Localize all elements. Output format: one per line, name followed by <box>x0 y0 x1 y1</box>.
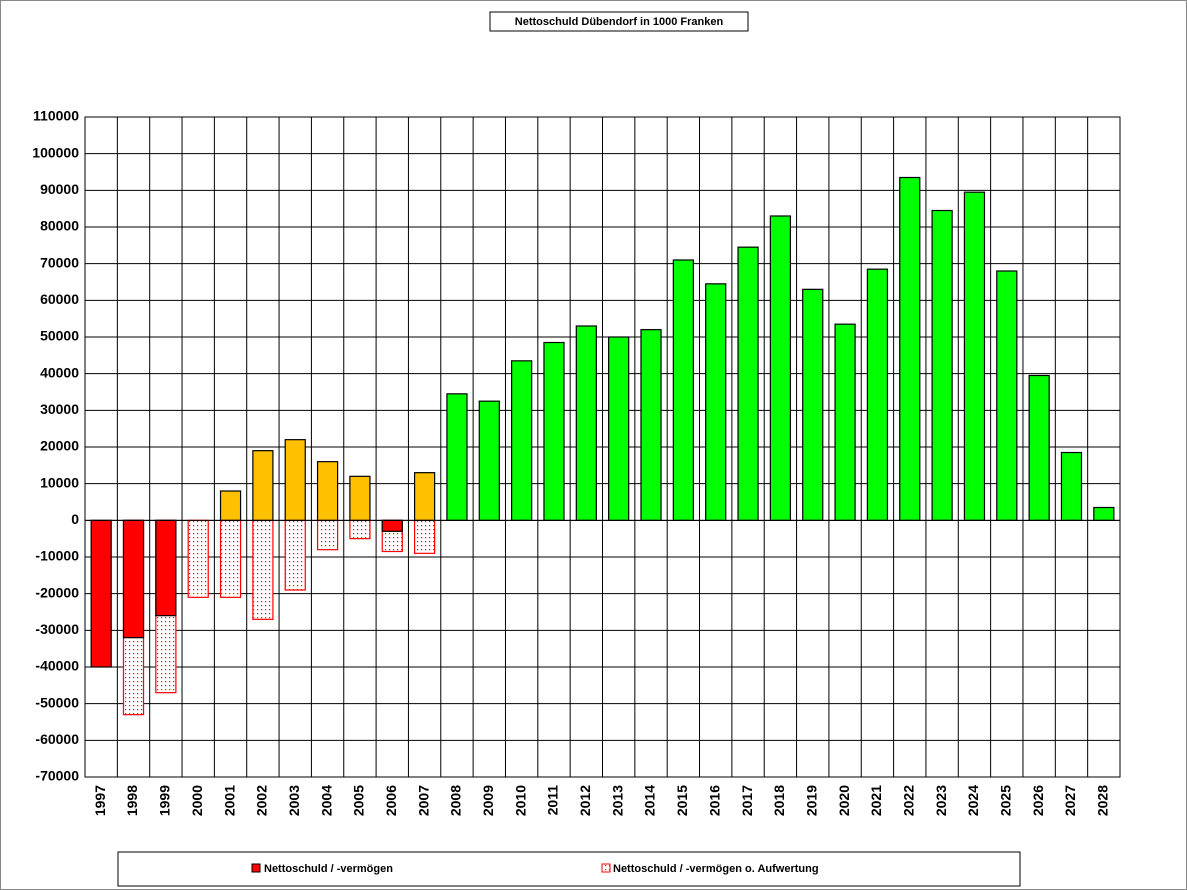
legend-swatch <box>601 863 611 873</box>
y-tick-label: 0 <box>71 511 79 527</box>
bar <box>963 191 986 521</box>
bar <box>996 270 1018 521</box>
y-tick-label: 60000 <box>40 291 79 307</box>
bar <box>672 259 694 521</box>
bar <box>737 246 759 521</box>
x-tick-label: 2001 <box>221 785 237 816</box>
bar <box>705 283 727 521</box>
x-tick-label: 2006 <box>383 785 399 816</box>
x-tick-label: 2018 <box>771 785 787 816</box>
y-tick-label: -70000 <box>35 768 79 784</box>
bar <box>446 393 468 521</box>
bar <box>349 475 371 521</box>
x-tick-label: 1998 <box>124 785 140 816</box>
bar <box>1028 374 1050 521</box>
x-tick-label: 1997 <box>92 785 108 816</box>
bar <box>413 519 436 554</box>
y-tick-label: 10000 <box>40 474 79 490</box>
x-tick-label: 2027 <box>1062 785 1078 816</box>
bar <box>1060 451 1083 521</box>
bar <box>219 519 242 598</box>
bar <box>834 323 856 521</box>
bar <box>575 325 597 521</box>
x-tick-label: 2017 <box>739 785 755 816</box>
y-tick-label: 90000 <box>40 181 79 197</box>
bar <box>122 519 145 639</box>
y-tick-label: 30000 <box>40 401 79 417</box>
bar <box>802 288 824 521</box>
legend-label: Nettoschuld / -vermögen o. Aufwertung <box>613 863 819 875</box>
x-tick-label: 2026 <box>1030 785 1046 816</box>
bar <box>413 472 436 521</box>
x-tick-label: 2024 <box>965 785 981 816</box>
x-tick-label: 2010 <box>512 785 528 816</box>
y-tick-label: 40000 <box>40 364 79 380</box>
x-tick-label: 2019 <box>803 785 819 816</box>
bar <box>866 268 889 521</box>
title-box <box>489 11 749 32</box>
bar <box>349 519 371 540</box>
bar <box>187 519 209 598</box>
y-tick-label: 20000 <box>40 438 79 454</box>
x-tick-label: 2015 <box>674 785 690 816</box>
y-tick-label: 70000 <box>40 254 79 270</box>
x-tick-label: 2028 <box>1095 785 1111 816</box>
bar <box>640 329 662 521</box>
x-tick-label: 1999 <box>157 785 173 816</box>
y-tick-label: -60000 <box>35 731 79 747</box>
x-tick-label: 2022 <box>900 785 916 816</box>
x-tick-label: 2012 <box>577 785 593 816</box>
bar <box>1093 506 1115 521</box>
bar <box>219 490 242 521</box>
bar <box>90 519 112 668</box>
x-tick-label: 2014 <box>642 785 658 816</box>
x-tick-label: 2009 <box>480 785 496 816</box>
x-tick-label: 2013 <box>609 785 625 816</box>
chart-title: Nettoschuld Dübendorf in 1000 Franken <box>515 16 724 28</box>
y-tick-label: 80000 <box>40 218 79 234</box>
bar <box>543 341 565 521</box>
bar <box>931 209 953 521</box>
x-tick-label: 2007 <box>415 785 431 816</box>
y-tick-label: -50000 <box>35 694 79 710</box>
x-tick-label: 2021 <box>868 785 884 816</box>
y-tick-label: -30000 <box>35 621 79 637</box>
bar <box>284 439 306 521</box>
bar <box>252 450 274 521</box>
x-tick-label: 2005 <box>351 785 367 816</box>
bar <box>511 360 533 521</box>
x-tick-label: 2000 <box>189 785 205 816</box>
x-tick-label: 2016 <box>706 785 722 816</box>
x-tick-label: 2003 <box>286 785 302 816</box>
bar <box>478 400 500 521</box>
bar <box>155 519 177 617</box>
bar <box>381 519 403 532</box>
bar <box>316 519 339 551</box>
bar <box>252 519 274 620</box>
y-tick-label: 50000 <box>40 328 79 344</box>
bar <box>284 519 306 591</box>
y-tick-label: -40000 <box>35 658 79 674</box>
legend-swatch <box>251 863 261 873</box>
x-tick-label: 2002 <box>254 785 270 816</box>
legend-label: Nettoschuld / -vermögen <box>264 863 393 875</box>
y-tick-label: -10000 <box>35 548 79 564</box>
x-tick-label: 2023 <box>933 785 949 816</box>
x-tick-label: 2020 <box>836 785 852 816</box>
bar <box>316 461 339 521</box>
x-tick-label: 2011 <box>545 785 561 816</box>
x-tick-label: 2004 <box>318 785 334 816</box>
x-tick-label: 2008 <box>448 785 464 816</box>
y-tick-label: 110000 <box>33 108 79 124</box>
bar <box>899 176 921 521</box>
y-tick-label: 100000 <box>32 144 79 160</box>
x-tick-label: 2025 <box>998 785 1014 816</box>
y-tick-label: -20000 <box>35 584 79 600</box>
bar <box>608 336 630 521</box>
legend-box <box>117 851 1021 887</box>
bar <box>769 215 792 521</box>
